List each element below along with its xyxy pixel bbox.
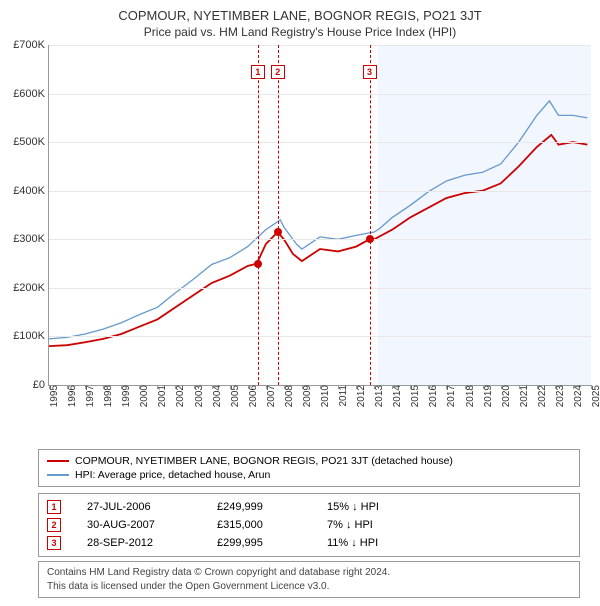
sales-row: 2 30-AUG-2007£315,0007% ↓ HPI [47,516,571,534]
x-tick [320,385,321,389]
y-gridline [49,142,591,143]
legend-swatch [47,474,69,476]
x-tick [338,385,339,389]
x-tick [85,385,86,389]
y-tick-label: £700K [3,39,45,51]
chart-subtitle: Price paid vs. HM Land Registry's House … [0,23,600,45]
sale-vline [258,45,259,385]
x-tick [374,385,375,389]
y-tick-label: £300K [3,233,45,245]
y-tick-label: £400K [3,185,45,197]
y-gridline [49,336,591,337]
sale-vline [278,45,279,385]
sales-row: 1 27-JUL-2006£249,99915% ↓ HPI [47,498,571,516]
sales-table: 1 27-JUL-2006£249,99915% ↓ HPI 2 30-AUG-200… [38,493,580,557]
y-tick-label: £200K [3,282,45,294]
x-tick [591,385,592,389]
x-tick [573,385,574,389]
sales-row-marker: 3 [47,536,61,550]
y-tick-label: £500K [3,136,45,148]
y-gridline [49,288,591,289]
x-tick [302,385,303,389]
sale-dot [366,235,374,243]
x-tick [410,385,411,389]
x-axis [48,45,590,75]
x-tick [501,385,502,389]
x-tick [121,385,122,389]
legend-item: COPMOUR, NYETIMBER LANE, BOGNOR REGIS, P… [47,454,571,468]
line-series-svg [49,45,591,385]
x-tick [230,385,231,389]
legend-swatch [47,460,69,462]
sale-dot [254,260,262,268]
x-tick [537,385,538,389]
y-tick-label: £600K [3,88,45,100]
x-tick [194,385,195,389]
sales-row-date: 27-JUL-2006 [87,501,217,513]
footer-attribution: Contains HM Land Registry data © Crown c… [38,561,580,598]
x-tick [483,385,484,389]
x-tick [67,385,68,389]
x-tick [465,385,466,389]
x-tick [266,385,267,389]
y-gridline [49,239,591,240]
y-tick-label: £0 [3,379,45,391]
legend-label: HPI: Average price, detached house, Arun [75,469,270,481]
legend-item: HPI: Average price, detached house, Arun [47,468,571,482]
y-tick-label: £100K [3,330,45,342]
sales-row-price: £315,000 [217,519,327,531]
y-gridline [49,191,591,192]
legend-box: COPMOUR, NYETIMBER LANE, BOGNOR REGIS, P… [38,449,580,487]
x-tick [175,385,176,389]
chart-title: COPMOUR, NYETIMBER LANE, BOGNOR REGIS, P… [0,0,600,23]
x-tick [248,385,249,389]
sales-row: 3 28-SEP-2012£299,99511% ↓ HPI [47,534,571,552]
x-tick [555,385,556,389]
sales-row-date: 28-SEP-2012 [87,537,217,549]
sales-row-diff: 7% ↓ HPI [327,519,437,531]
x-tick [446,385,447,389]
footer-line1: Contains HM Land Registry data © Crown c… [47,566,571,580]
sales-row-marker: 1 [47,500,61,514]
chart-area: £0£100K£200K£300K£400K£500K£600K£700K199… [48,45,590,415]
series-hpi [49,101,587,339]
series-property [49,135,587,346]
sales-row-price: £249,999 [217,501,327,513]
x-tick [139,385,140,389]
plot-region: £0£100K£200K£300K£400K£500K£600K£700K199… [48,45,591,386]
x-tick [103,385,104,389]
x-tick [284,385,285,389]
sale-dot [274,228,282,236]
sales-row-marker: 2 [47,518,61,532]
x-tick [519,385,520,389]
x-tick [212,385,213,389]
x-tick [157,385,158,389]
x-tick [356,385,357,389]
sales-row-diff: 15% ↓ HPI [327,501,437,513]
sales-row-date: 30-AUG-2007 [87,519,217,531]
x-tick [428,385,429,389]
sales-row-price: £299,995 [217,537,327,549]
footer-line2: This data is licensed under the Open Gov… [47,580,571,594]
legend-label: COPMOUR, NYETIMBER LANE, BOGNOR REGIS, P… [75,455,453,467]
sales-row-diff: 11% ↓ HPI [327,537,437,549]
x-tick [392,385,393,389]
y-gridline [49,94,591,95]
x-tick [49,385,50,389]
sale-vline [370,45,371,385]
